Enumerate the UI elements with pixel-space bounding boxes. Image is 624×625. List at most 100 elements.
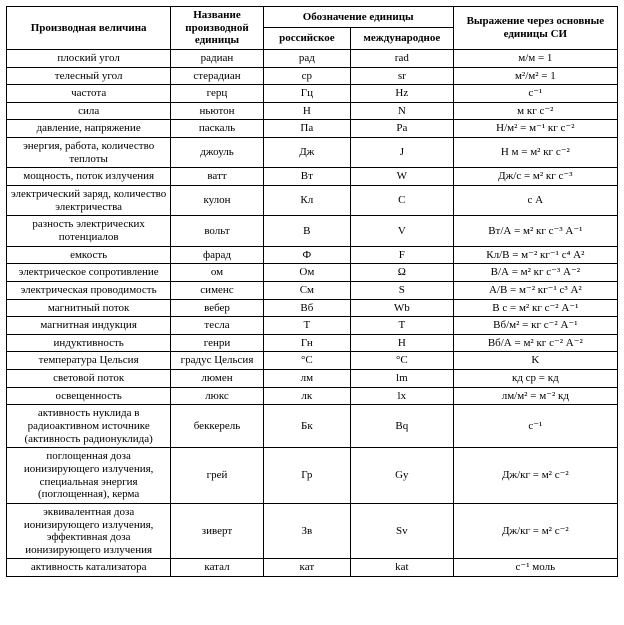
cell-quantity: эквивалентная доза ионизирующего излучен…: [7, 503, 171, 559]
cell-quantity: электрическое сопротивление: [7, 264, 171, 282]
table-row: индуктивностьгенриГнHВб/А = м² кг с⁻² А⁻…: [7, 334, 618, 352]
cell-unit-name: тесла: [171, 317, 263, 335]
cell-symbol-int: J: [350, 138, 453, 168]
cell-si-expression: Дж/кг = м² с⁻²: [453, 503, 617, 559]
cell-unit-name: стерадиан: [171, 67, 263, 85]
cell-quantity: частота: [7, 85, 171, 103]
cell-symbol-ru: Кл: [263, 186, 350, 216]
cell-symbol-ru: Дж: [263, 138, 350, 168]
cell-quantity: электрическая проводимость: [7, 281, 171, 299]
cell-si-expression: Кл/В = м⁻² кг⁻¹ с⁴ А²: [453, 246, 617, 264]
cell-si-expression: с⁻¹: [453, 405, 617, 448]
cell-si-expression: с А: [453, 186, 617, 216]
table-row: эквивалентная доза ионизирующего излучен…: [7, 503, 618, 559]
table-row: световой потоклюменлмlmкд ср = кд: [7, 370, 618, 388]
cell-symbol-ru: Ф: [263, 246, 350, 264]
cell-unit-name: радиан: [171, 49, 263, 67]
cell-si-expression: с⁻¹: [453, 85, 617, 103]
cell-unit-name: беккерель: [171, 405, 263, 448]
cell-symbol-ru: Па: [263, 120, 350, 138]
cell-unit-name: кулон: [171, 186, 263, 216]
table-row: разность электрических потенциаловвольтВ…: [7, 216, 618, 246]
table-row: емкостьфарадФFКл/В = м⁻² кг⁻¹ с⁴ А²: [7, 246, 618, 264]
cell-symbol-int: Ω: [350, 264, 453, 282]
table-row: освещенностьлюкслкlxлм/м² = м⁻² кд: [7, 387, 618, 405]
cell-unit-name: ом: [171, 264, 263, 282]
table-row: электрический заряд, количество электрич…: [7, 186, 618, 216]
table-row: мощность, поток излученияваттВтWДж/с = м…: [7, 168, 618, 186]
cell-symbol-int: Wb: [350, 299, 453, 317]
header-symbol-int: международное: [350, 28, 453, 49]
cell-unit-name: грей: [171, 448, 263, 504]
cell-quantity: индуктивность: [7, 334, 171, 352]
cell-symbol-ru: Гн: [263, 334, 350, 352]
cell-symbol-ru: кат: [263, 559, 350, 577]
cell-symbol-int: kat: [350, 559, 453, 577]
cell-si-expression: с⁻¹ моль: [453, 559, 617, 577]
cell-symbol-ru: Н: [263, 102, 350, 120]
header-unit-name: Название производной единицы: [171, 7, 263, 50]
table-row: электрическая проводимостьсименсСмSА/В =…: [7, 281, 618, 299]
cell-symbol-int: lx: [350, 387, 453, 405]
cell-symbol-ru: Т: [263, 317, 350, 335]
table-row: активность нуклида в радиоактивном источ…: [7, 405, 618, 448]
cell-si-expression: кд ср = кд: [453, 370, 617, 388]
cell-unit-name: вольт: [171, 216, 263, 246]
cell-symbol-int: Sv: [350, 503, 453, 559]
cell-quantity: плоский угол: [7, 49, 171, 67]
cell-si-expression: Вб/м² = кг с⁻² А⁻¹: [453, 317, 617, 335]
header-si-expression: Выражение через основные единицы СИ: [453, 7, 617, 50]
cell-symbol-int: F: [350, 246, 453, 264]
cell-unit-name: джоуль: [171, 138, 263, 168]
cell-symbol-ru: См: [263, 281, 350, 299]
table-row: плоский уголрадианрадradм/м = 1: [7, 49, 618, 67]
table-row: магнитная индукциятеслаТTВб/м² = кг с⁻² …: [7, 317, 618, 335]
cell-symbol-ru: лк: [263, 387, 350, 405]
cell-symbol-int: °C: [350, 352, 453, 370]
cell-symbol-ru: Бк: [263, 405, 350, 448]
table-row: частотагерцГцHzс⁻¹: [7, 85, 618, 103]
header-symbol-ru: российское: [263, 28, 350, 49]
cell-symbol-int: Gy: [350, 448, 453, 504]
si-derived-units-table: Производная величина Название производно…: [6, 6, 618, 577]
cell-si-expression: Вб/А = м² кг с⁻² А⁻²: [453, 334, 617, 352]
header-symbol-group: Обозначение единицы: [263, 7, 453, 28]
cell-symbol-int: Pa: [350, 120, 453, 138]
cell-symbol-int: C: [350, 186, 453, 216]
cell-si-expression: В/А = м² кг с⁻³ А⁻²: [453, 264, 617, 282]
cell-quantity: давление, напряжение: [7, 120, 171, 138]
cell-symbol-int: Hz: [350, 85, 453, 103]
cell-si-expression: лм/м² = м⁻² кд: [453, 387, 617, 405]
cell-symbol-int: S: [350, 281, 453, 299]
cell-symbol-int: H: [350, 334, 453, 352]
table-row: энергия, работа, количество теплотыджоул…: [7, 138, 618, 168]
cell-unit-name: ватт: [171, 168, 263, 186]
cell-symbol-ru: Ом: [263, 264, 350, 282]
cell-symbol-ru: Гц: [263, 85, 350, 103]
cell-symbol-int: T: [350, 317, 453, 335]
cell-si-expression: Дж/кг = м² с⁻²: [453, 448, 617, 504]
cell-unit-name: люмен: [171, 370, 263, 388]
cell-unit-name: люкс: [171, 387, 263, 405]
cell-quantity: магнитная индукция: [7, 317, 171, 335]
cell-unit-name: паскаль: [171, 120, 263, 138]
cell-symbol-int: rad: [350, 49, 453, 67]
table-row: силаньютонНNм кг с⁻²: [7, 102, 618, 120]
cell-si-expression: Вт/А = м² кг с⁻³ А⁻¹: [453, 216, 617, 246]
cell-quantity: активность катализатора: [7, 559, 171, 577]
cell-unit-name: вебер: [171, 299, 263, 317]
cell-si-expression: м/м = 1: [453, 49, 617, 67]
cell-symbol-ru: Вб: [263, 299, 350, 317]
cell-unit-name: фарад: [171, 246, 263, 264]
cell-quantity: магнитный поток: [7, 299, 171, 317]
table-row: температура Цельсияградус Цельсия°C°CK: [7, 352, 618, 370]
table-row: давление, напряжениепаскальПаPaН/м² = м⁻…: [7, 120, 618, 138]
cell-quantity: телесный угол: [7, 67, 171, 85]
cell-unit-name: сименс: [171, 281, 263, 299]
cell-si-expression: м²/м² = 1: [453, 67, 617, 85]
cell-quantity: сила: [7, 102, 171, 120]
cell-symbol-ru: Гр: [263, 448, 350, 504]
cell-symbol-ru: Вт: [263, 168, 350, 186]
cell-symbol-int: Bq: [350, 405, 453, 448]
header-quantity: Производная величина: [7, 7, 171, 50]
